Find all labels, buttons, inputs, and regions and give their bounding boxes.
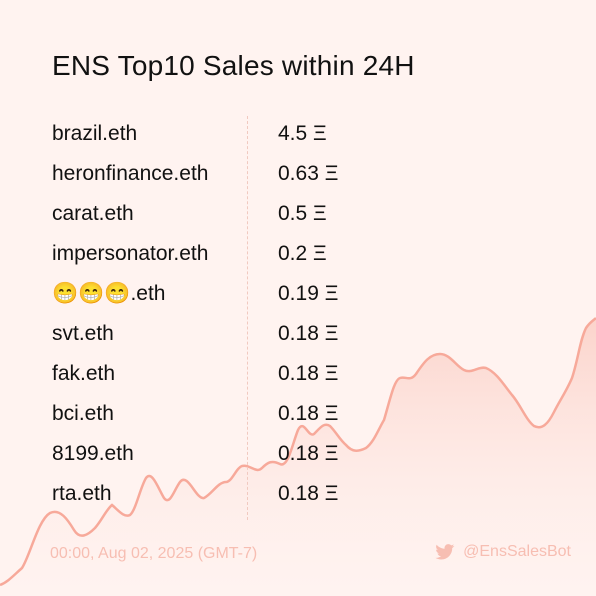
trend-area: [0, 318, 596, 596]
sale-price: 4.5 Ξ: [278, 122, 327, 145]
page-title: ENS Top10 Sales within 24H: [52, 50, 415, 81]
timestamp: 00:00, Aug 02, 2025 (GMT-7): [50, 545, 258, 562]
twitter-bird-icon: [435, 544, 455, 560]
domain-name: impersonator.eth: [52, 242, 209, 265]
list-item: impersonator.eth 0.2 Ξ: [0, 236, 596, 276]
list-item: 8199.eth 0.18 Ξ: [0, 436, 596, 476]
domain-name: svt.eth: [52, 322, 114, 345]
sale-price: 0.18 Ξ: [278, 362, 339, 385]
sale-price: 0.2 Ξ: [278, 242, 327, 265]
sale-price: 0.18 Ξ: [278, 322, 339, 345]
sales-list: brazil.eth 4.5 Ξ heronfinance.eth 0.63 Ξ…: [0, 116, 596, 516]
list-item: bci.eth 0.18 Ξ: [0, 396, 596, 436]
list-item: 😁😁😁.eth 0.19 Ξ: [0, 276, 596, 316]
list-item: rta.eth 0.18 Ξ: [0, 476, 596, 516]
bot-handle: @EnsSalesBot: [435, 543, 571, 561]
column-divider: [247, 116, 248, 520]
domain-name: brazil.eth: [52, 122, 138, 145]
handle-label: @EnsSalesBot: [463, 543, 571, 560]
sale-price: 0.18 Ξ: [278, 402, 339, 425]
sale-price: 0.18 Ξ: [278, 482, 339, 505]
list-item: carat.eth 0.5 Ξ: [0, 196, 596, 236]
list-item: brazil.eth 4.5 Ξ: [0, 116, 596, 156]
list-item: heronfinance.eth 0.63 Ξ: [0, 156, 596, 196]
sale-price: 0.18 Ξ: [278, 442, 339, 465]
list-item: fak.eth 0.18 Ξ: [0, 356, 596, 396]
domain-name: fak.eth: [52, 362, 116, 385]
sale-price: 0.19 Ξ: [278, 282, 339, 305]
sale-price: 0.5 Ξ: [278, 202, 327, 225]
domain-name: 8199.eth: [52, 442, 134, 465]
trend-line: [0, 317, 596, 587]
domain-name: carat.eth: [52, 202, 134, 225]
domain-name: rta.eth: [52, 482, 112, 505]
domain-name: heronfinance.eth: [52, 162, 209, 185]
domain-name: 😁😁😁.eth: [52, 282, 166, 305]
domain-name: bci.eth: [52, 402, 114, 425]
list-item: svt.eth 0.18 Ξ: [0, 316, 596, 356]
sale-price: 0.63 Ξ: [278, 162, 339, 185]
